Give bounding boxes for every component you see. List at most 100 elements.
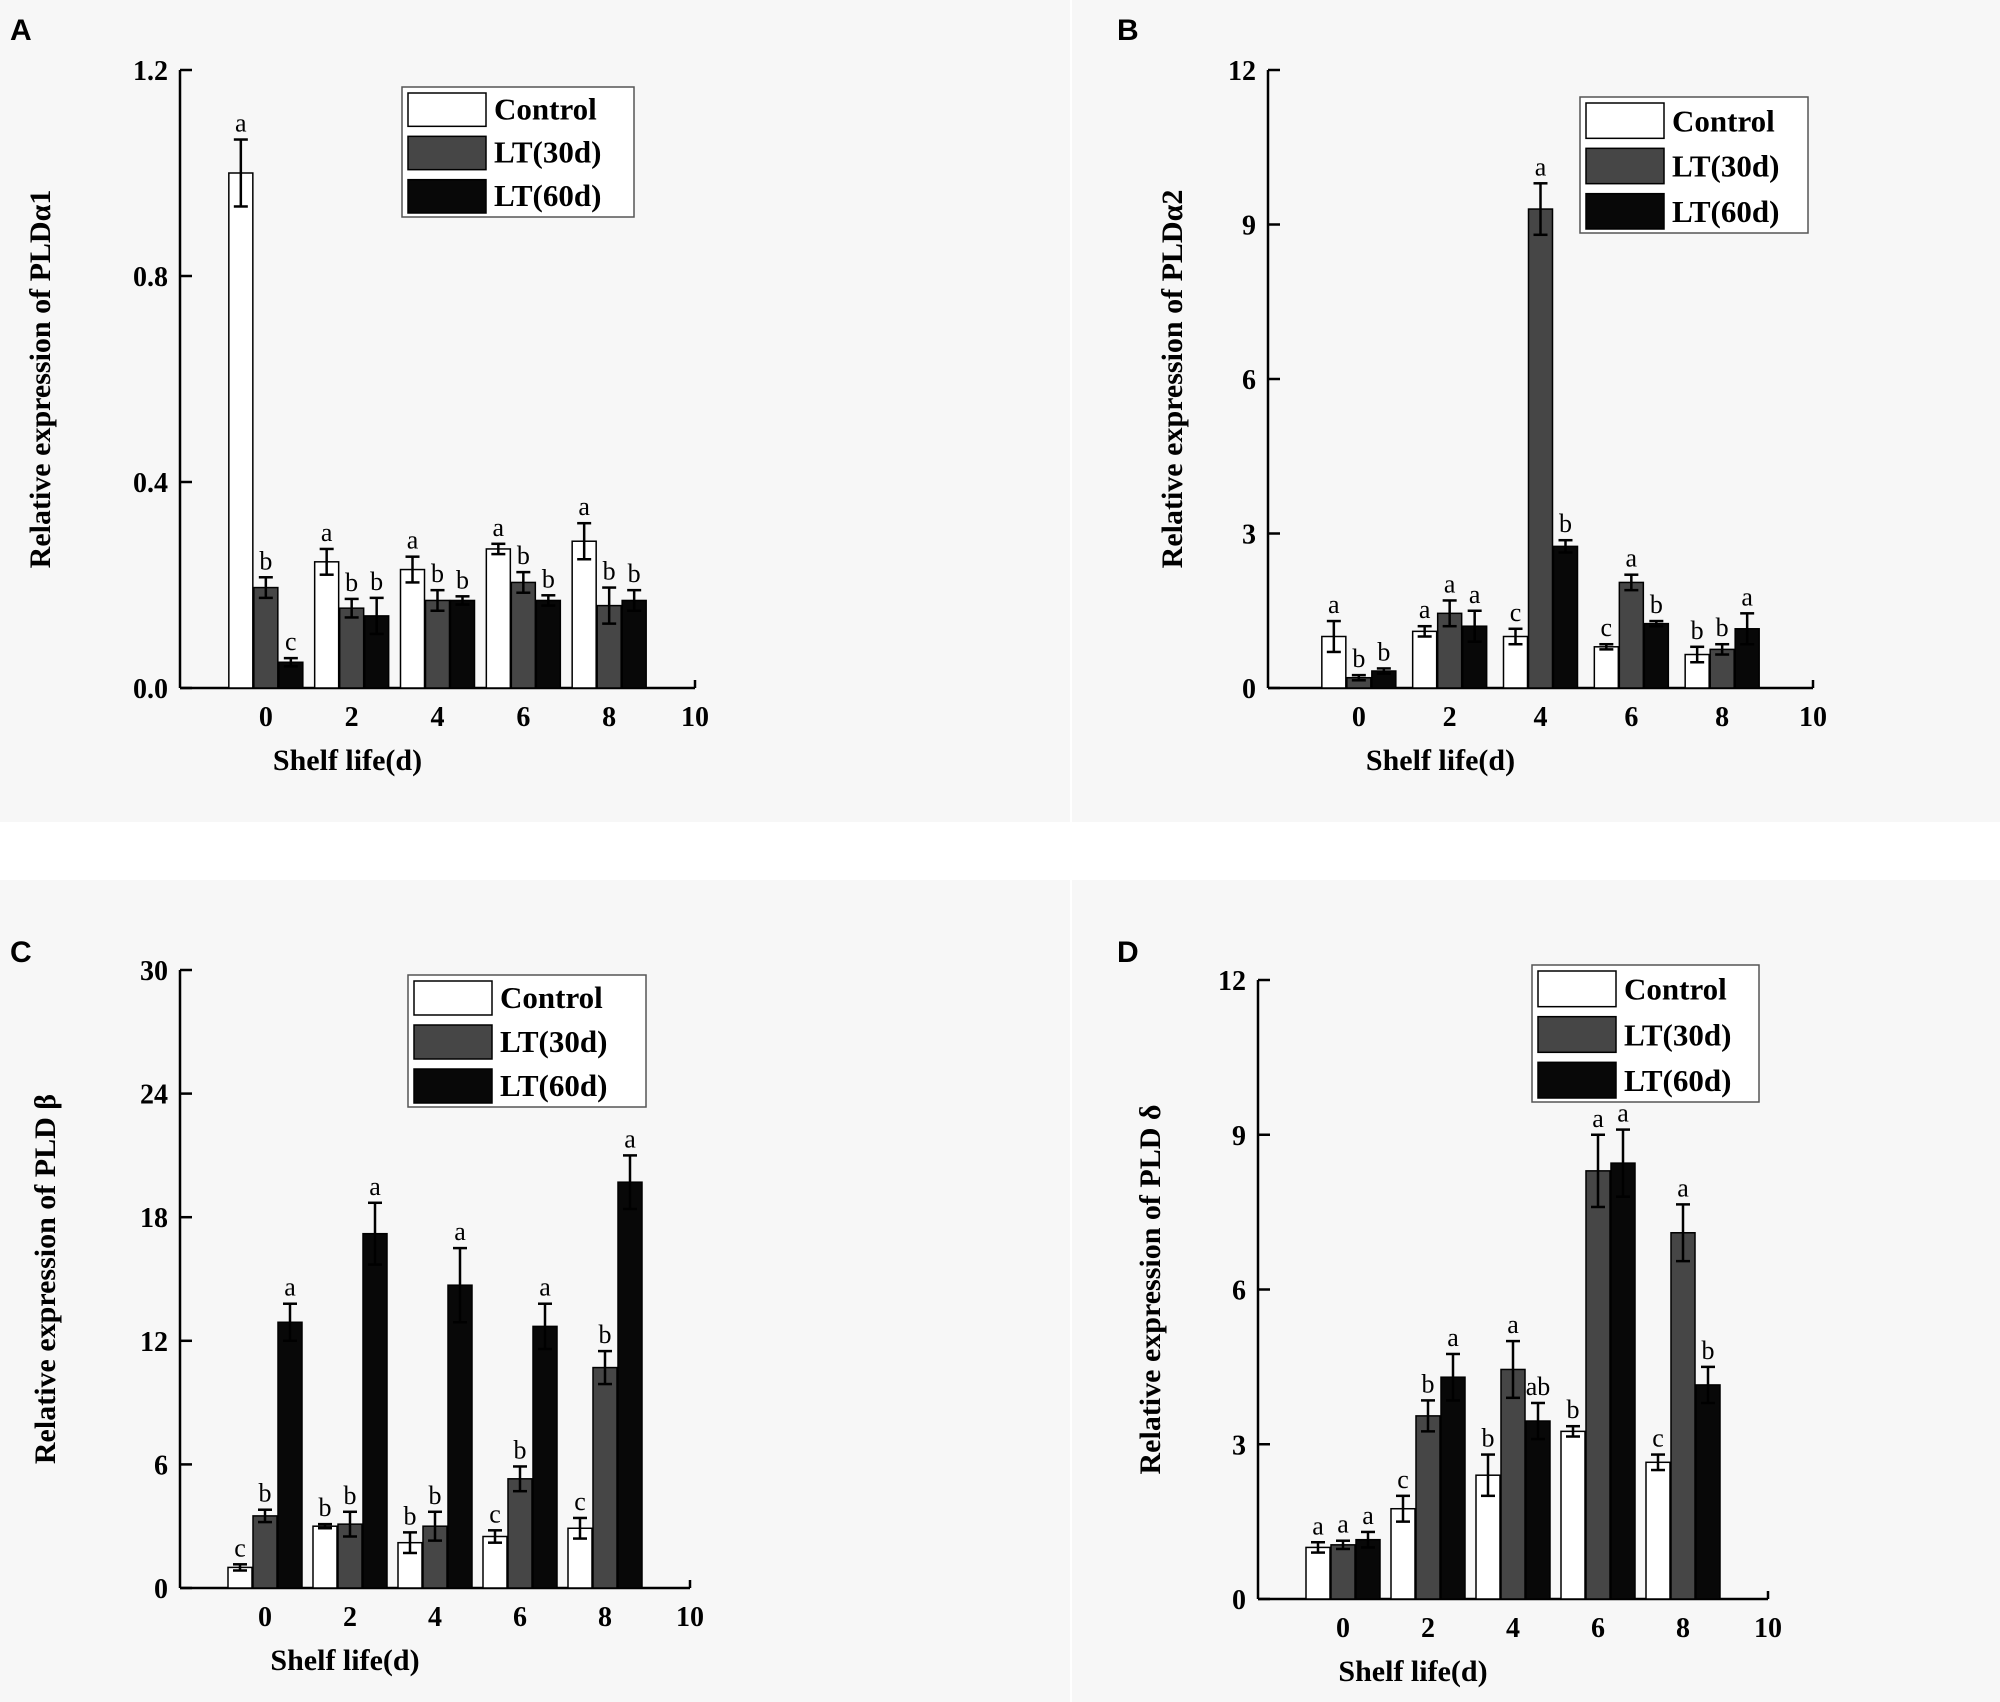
significance-label: a xyxy=(493,513,505,542)
legend-swatch xyxy=(413,1024,493,1060)
bar xyxy=(449,599,476,689)
significance-label: b xyxy=(1691,616,1704,645)
panel-label: D xyxy=(1117,936,1139,969)
legend-swatch xyxy=(1537,1015,1617,1054)
significance-label: a xyxy=(1447,1323,1459,1352)
x-tick-label: 8 xyxy=(1676,1613,1690,1644)
x-tick-label: 2 xyxy=(343,1602,357,1633)
legend-label: Control xyxy=(1624,972,1727,1007)
bar xyxy=(252,1515,278,1589)
significance-label: a xyxy=(1337,1510,1349,1539)
significance-label: b xyxy=(1559,509,1572,538)
bar xyxy=(1695,1384,1721,1600)
significance-label: b xyxy=(404,1501,417,1530)
y-axis-label: Relative expression of PLDα2 xyxy=(1156,190,1189,569)
bar xyxy=(1552,545,1579,689)
bar xyxy=(535,599,562,689)
legend-label: Control xyxy=(494,91,597,126)
significance-label: a xyxy=(539,1273,551,1302)
legend: Control LT(30d) LT(60d) xyxy=(407,974,647,1108)
bar xyxy=(1618,581,1645,689)
x-tick-label: 0 xyxy=(258,1602,272,1633)
legend-swatch xyxy=(1537,1061,1617,1099)
y-tick-label: 0.0 xyxy=(133,674,168,705)
panel-a: A 0.0 0.4 0.8 1.2 0 2 4 6 8 10 Shelf life(d) Relativ… xyxy=(0,0,1070,822)
bar xyxy=(313,561,340,689)
significance-label: b xyxy=(514,1435,527,1464)
legend-swatch xyxy=(407,135,487,171)
bar xyxy=(1643,622,1670,689)
legend-swatch xyxy=(413,1068,493,1104)
significance-label: c xyxy=(285,627,297,656)
legend-label: LT(30d) xyxy=(1672,149,1779,184)
significance-label: b xyxy=(344,1481,357,1510)
x-axis-label: Shelf life(d) xyxy=(1338,1655,1487,1688)
significance-label: a xyxy=(1677,1173,1689,1202)
significance-label: a xyxy=(1535,152,1547,181)
y-tick-label: 12 xyxy=(1228,56,1256,87)
legend-label: LT(30d) xyxy=(1624,1017,1731,1052)
significance-label: a xyxy=(1592,1104,1604,1133)
y-axis-label: Relative expression of PLD β xyxy=(29,1094,62,1464)
legend-swatch xyxy=(1585,192,1665,230)
significance-label: b xyxy=(456,565,469,594)
legend-swatch xyxy=(1585,147,1665,185)
legend-label: Control xyxy=(500,980,603,1015)
x-tick-label: 2 xyxy=(1443,702,1457,733)
significance-label: b xyxy=(370,567,383,596)
y-tick-label: 12 xyxy=(1218,966,1246,997)
y-tick-label: 6 xyxy=(1232,1276,1246,1307)
x-tick-label: 4 xyxy=(1506,1613,1520,1644)
legend: Control LT(30d) LT(60d) xyxy=(1579,96,1809,234)
significance-label: a xyxy=(624,1124,636,1153)
bar xyxy=(1610,1162,1636,1600)
x-tick-label: 4 xyxy=(431,702,445,733)
bar xyxy=(447,1284,473,1589)
panel-label: C xyxy=(10,936,32,969)
bar xyxy=(1330,1544,1356,1600)
significance-label: a xyxy=(1419,595,1431,624)
significance-label: a xyxy=(578,492,590,521)
significance-label: b xyxy=(259,1479,272,1508)
bar xyxy=(482,1535,508,1589)
significance-label: b xyxy=(1650,590,1663,619)
significance-label: b xyxy=(429,1481,442,1510)
significance-label: a xyxy=(1741,582,1753,611)
y-tick-label: 1.2 xyxy=(133,56,168,87)
significance-label: a xyxy=(407,526,419,555)
significance-label: b xyxy=(1377,637,1390,666)
bar xyxy=(338,607,365,689)
x-tick-label: 0 xyxy=(259,702,273,733)
bar xyxy=(1525,1420,1551,1600)
significance-label: b xyxy=(1352,644,1365,673)
legend: Control LT(30d) LT(60d) xyxy=(1531,964,1760,1103)
bar xyxy=(621,599,647,689)
x-tick-label: 2 xyxy=(345,702,359,733)
bar xyxy=(362,1232,388,1589)
x-tick-label: 0 xyxy=(1336,1613,1350,1644)
significance-label: a xyxy=(284,1273,296,1302)
legend-label: LT(60d) xyxy=(1672,194,1779,229)
significance-label: a xyxy=(1362,1501,1374,1530)
significance-label: a xyxy=(235,109,247,138)
y-tick-label: 0.4 xyxy=(133,468,168,499)
legend-swatch xyxy=(1537,970,1617,1008)
legend-label: LT(60d) xyxy=(500,1068,607,1103)
x-tick-label: 2 xyxy=(1421,1613,1435,1644)
bar xyxy=(312,1525,338,1589)
significance-label: b xyxy=(345,568,358,597)
legend-label: LT(60d) xyxy=(1624,1063,1731,1098)
bar xyxy=(1390,1507,1416,1600)
significance-label: a xyxy=(369,1172,381,1201)
significance-label: c xyxy=(1397,1465,1409,1494)
significance-label: b xyxy=(1482,1424,1495,1453)
bar xyxy=(485,548,512,689)
legend: Control LT(30d) LT(60d) xyxy=(401,86,635,218)
significance-label: b xyxy=(628,559,641,588)
y-tick-label: 12 xyxy=(140,1327,168,1358)
y-tick-label: 0 xyxy=(1232,1585,1246,1616)
significance-label: b xyxy=(319,1493,332,1522)
x-tick-label: 8 xyxy=(1715,702,1729,733)
y-tick-label: 3 xyxy=(1232,1430,1246,1461)
